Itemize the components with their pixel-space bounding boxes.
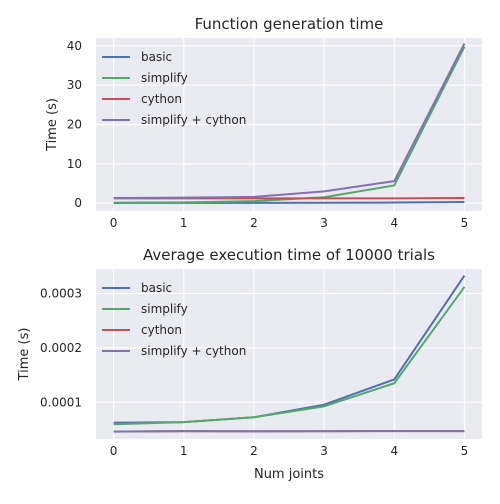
chart-title: Function generation time [195,15,384,33]
x-tick-label: 2 [250,444,258,458]
x-tick-label: 0 [110,216,118,230]
y-tick-label: 0 [74,196,82,210]
legend-label: simplify + cython [141,344,246,358]
x-tick-label: 5 [461,444,469,458]
x-tick-label: 1 [180,216,188,230]
x-tick-label: 3 [320,216,328,230]
chart-title: Average execution time of 10000 trials [143,246,435,264]
x-tick-label: 5 [461,216,469,230]
legend-label: basic [141,50,172,64]
x-tick-label: 0 [110,444,118,458]
y-tick-label: 0.0003 [40,286,82,300]
legend-label: simplify + cython [141,113,246,127]
y-tick-label: 0.0001 [40,395,82,409]
legend-label: simplify [141,71,188,85]
legend-label: simplify [141,302,188,316]
x-tick-label: 2 [250,216,258,230]
y-axis-label: Time (s) [45,98,60,152]
y-axis-label: Time (s) [17,328,32,382]
chart-function-generation-time: 0 1 2 3 4 5 0 10 20 30 40 Function generation time… [45,15,482,230]
legend-label: basic [141,281,172,295]
x-tick-label: 1 [180,444,188,458]
y-tick-label: 30 [67,78,82,92]
y-tick-label: 10 [67,157,82,171]
y-tick-label: 40 [67,39,82,53]
x-tick-label: 3 [320,444,328,458]
y-tick-label: 20 [67,118,82,132]
x-tick-label: 4 [390,444,398,458]
legend-label: cython [141,323,182,337]
y-tick-label: 0.0002 [40,341,82,355]
series-line-3 [114,431,465,432]
legend-label: cython [141,92,182,106]
x-axis-label: Num joints [254,467,324,482]
x-tick-label: 4 [390,216,398,230]
